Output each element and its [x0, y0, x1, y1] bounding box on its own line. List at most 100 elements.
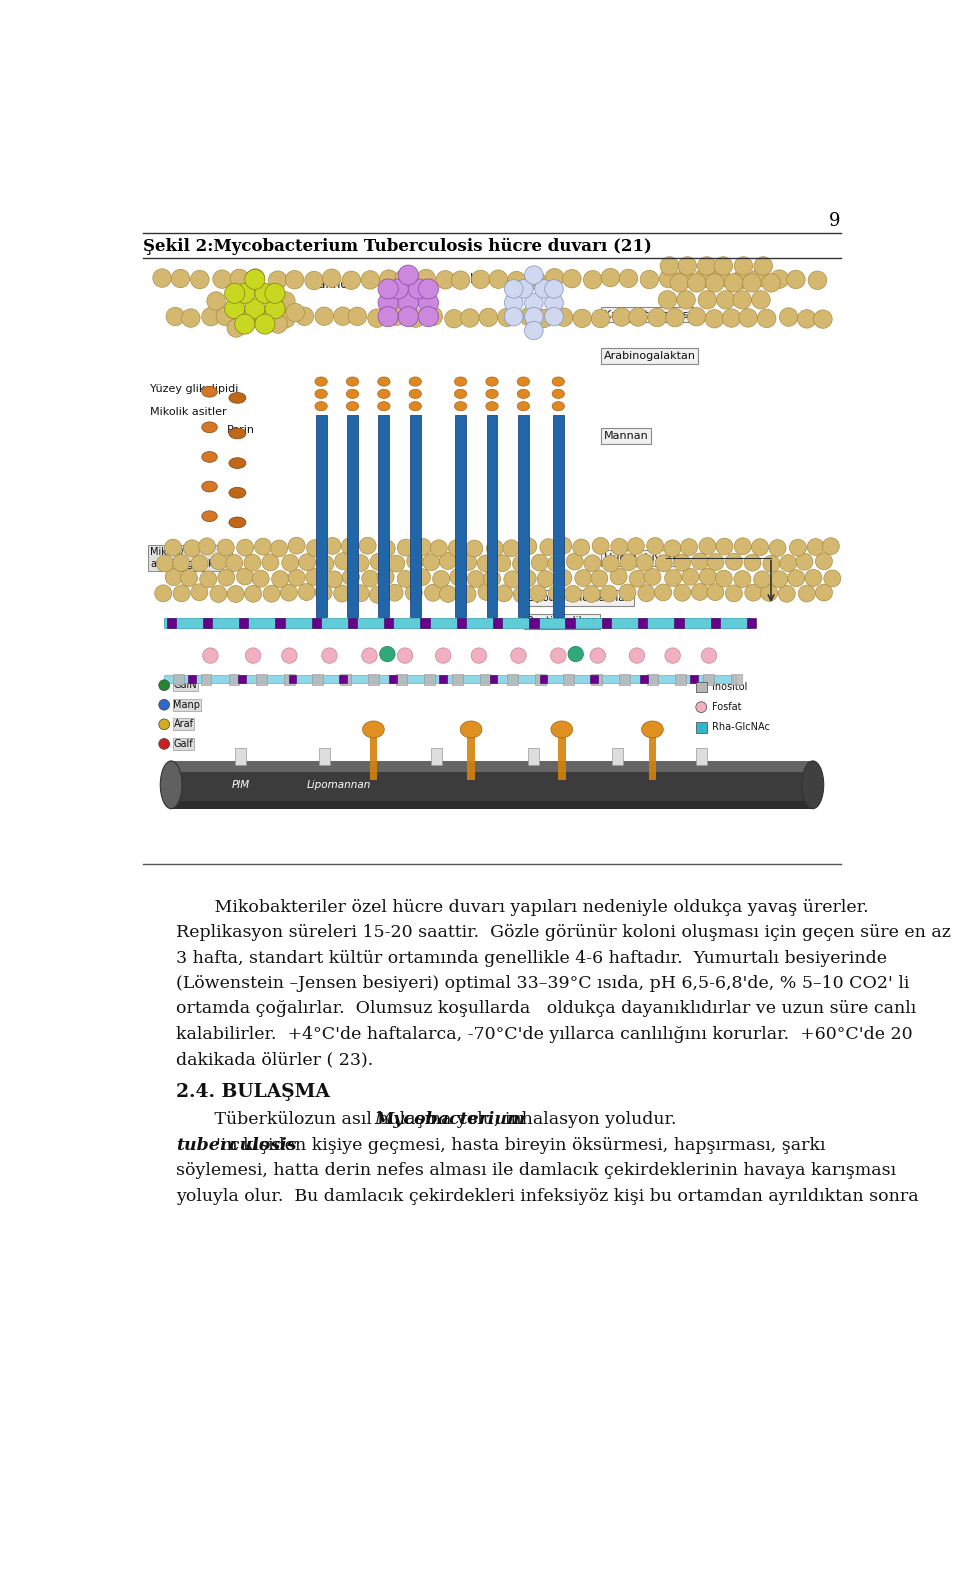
- Ellipse shape: [160, 760, 182, 809]
- Circle shape: [370, 586, 386, 603]
- Circle shape: [225, 298, 245, 319]
- Circle shape: [655, 555, 672, 571]
- Circle shape: [158, 738, 170, 749]
- Circle shape: [548, 586, 565, 601]
- Circle shape: [348, 306, 367, 325]
- Bar: [256, 674, 267, 684]
- Ellipse shape: [377, 389, 390, 398]
- Circle shape: [417, 270, 435, 287]
- Bar: [452, 674, 463, 684]
- Circle shape: [378, 279, 398, 298]
- Circle shape: [386, 584, 403, 601]
- Circle shape: [306, 540, 324, 557]
- Circle shape: [798, 309, 816, 329]
- Circle shape: [440, 586, 457, 603]
- Circle shape: [763, 555, 780, 573]
- Circle shape: [377, 568, 395, 586]
- Circle shape: [640, 270, 659, 289]
- Ellipse shape: [347, 378, 359, 386]
- Circle shape: [733, 571, 751, 587]
- Circle shape: [271, 540, 288, 557]
- Ellipse shape: [460, 720, 482, 738]
- Bar: [647, 674, 658, 684]
- Circle shape: [388, 279, 408, 298]
- Bar: [173, 674, 183, 684]
- Circle shape: [398, 265, 419, 286]
- Ellipse shape: [486, 402, 498, 411]
- Bar: [228, 674, 239, 684]
- Circle shape: [361, 271, 379, 289]
- Circle shape: [217, 540, 234, 555]
- Circle shape: [180, 570, 198, 587]
- Ellipse shape: [409, 389, 421, 398]
- Circle shape: [665, 308, 684, 327]
- Text: PIM: PIM: [231, 779, 250, 790]
- Circle shape: [430, 540, 447, 557]
- Circle shape: [183, 540, 201, 557]
- Circle shape: [540, 538, 557, 555]
- Circle shape: [158, 700, 170, 709]
- Ellipse shape: [454, 378, 467, 386]
- Bar: [440, 676, 447, 682]
- Bar: [171, 760, 813, 809]
- Circle shape: [659, 290, 677, 309]
- Circle shape: [254, 284, 275, 303]
- Circle shape: [691, 552, 708, 570]
- Ellipse shape: [347, 402, 359, 411]
- Circle shape: [823, 538, 839, 555]
- Circle shape: [716, 538, 733, 555]
- Text: Mycobacterium: Mycobacterium: [374, 1111, 526, 1128]
- Circle shape: [601, 268, 620, 287]
- Circle shape: [210, 552, 228, 570]
- Circle shape: [750, 268, 768, 287]
- Circle shape: [752, 538, 769, 555]
- Circle shape: [230, 270, 249, 287]
- Circle shape: [471, 647, 487, 663]
- Bar: [378, 416, 390, 617]
- Circle shape: [705, 309, 724, 329]
- Circle shape: [244, 554, 261, 571]
- Text: Mannoz: Mannoz: [309, 278, 354, 292]
- Bar: [164, 617, 750, 628]
- Circle shape: [513, 555, 530, 573]
- Circle shape: [660, 257, 679, 275]
- Circle shape: [590, 647, 606, 663]
- Circle shape: [699, 538, 716, 554]
- Circle shape: [285, 270, 304, 289]
- Text: söylemesi, hatta derin nefes alması ile damlacık çekirdeklerinin havaya karışmas: söylemesi, hatta derin nefes alması ile …: [176, 1162, 896, 1179]
- Ellipse shape: [551, 720, 572, 738]
- Circle shape: [276, 292, 295, 309]
- Circle shape: [722, 309, 741, 327]
- Circle shape: [497, 308, 516, 327]
- Circle shape: [276, 309, 295, 329]
- Circle shape: [245, 586, 262, 601]
- Ellipse shape: [315, 378, 327, 386]
- Text: Tüberkülozun asıl bulaşma yolu, inhalasyon yoludur.: Tüberkülozun asıl bulaşma yolu, inhalasy…: [176, 1111, 682, 1128]
- Circle shape: [555, 536, 572, 554]
- Bar: [529, 619, 539, 627]
- Circle shape: [575, 570, 591, 587]
- Circle shape: [246, 647, 261, 663]
- Circle shape: [691, 584, 708, 600]
- Circle shape: [461, 309, 479, 327]
- Bar: [480, 674, 491, 684]
- Circle shape: [433, 570, 449, 587]
- Circle shape: [315, 584, 332, 601]
- Text: Kapsül tabakası: Kapsül tabakası: [604, 309, 691, 319]
- Circle shape: [771, 571, 788, 587]
- Circle shape: [529, 586, 546, 601]
- Bar: [696, 747, 707, 765]
- Circle shape: [786, 270, 805, 289]
- Circle shape: [701, 647, 717, 663]
- Ellipse shape: [641, 720, 663, 738]
- Circle shape: [165, 568, 182, 586]
- Circle shape: [414, 568, 431, 586]
- Ellipse shape: [377, 402, 390, 411]
- Bar: [348, 619, 357, 627]
- Circle shape: [397, 540, 415, 555]
- Circle shape: [555, 570, 572, 586]
- Circle shape: [637, 584, 655, 601]
- Circle shape: [408, 279, 428, 298]
- Ellipse shape: [409, 378, 421, 386]
- Circle shape: [352, 555, 369, 571]
